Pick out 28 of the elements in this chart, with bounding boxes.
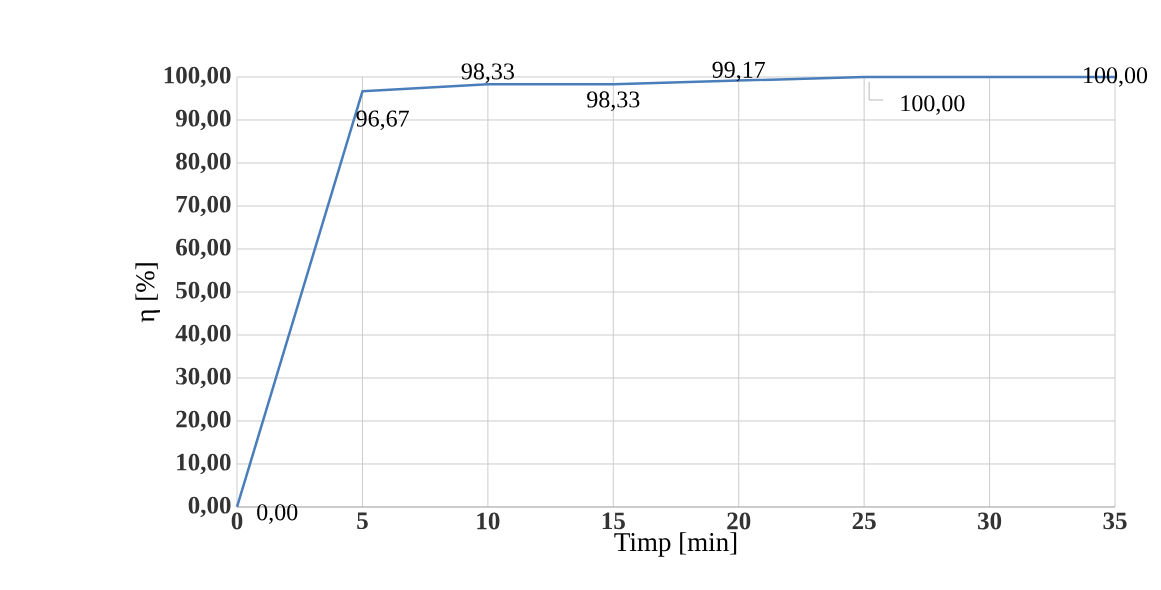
x-tick-label: 15 xyxy=(602,512,625,530)
data-label: 96,67 xyxy=(356,110,409,131)
x-axis-title: Timp [min] xyxy=(614,532,737,557)
data-label: 0,00 xyxy=(257,504,298,524)
x-tick-label: 20 xyxy=(727,512,751,530)
x-tick-label: 30 xyxy=(978,512,1002,530)
y-tick-label: 0,00 xyxy=(188,496,231,518)
y-tick-label: 20,00 xyxy=(176,410,231,432)
x-tick-label: 35 xyxy=(1103,512,1127,530)
x-tick-label: 25 xyxy=(852,512,876,530)
x-tick-label: 10 xyxy=(477,512,500,530)
data-label: 99,17 xyxy=(712,61,766,82)
y-tick-label: 100,00 xyxy=(164,66,231,88)
data-label: 98,33 xyxy=(461,63,514,83)
y-tick-label: 70,00 xyxy=(176,195,231,217)
y-tick-label: 80,00 xyxy=(176,152,231,174)
y-tick-label: 10,00 xyxy=(177,453,231,475)
y-tick-label: 50,00 xyxy=(176,281,231,303)
y-tick-label: 40,00 xyxy=(175,324,231,346)
data-label: 98,33 xyxy=(587,91,640,112)
y-tick-label: 30,00 xyxy=(176,367,231,389)
x-tick-label: 0 xyxy=(231,512,243,530)
data-label: 100,00 xyxy=(1084,67,1148,87)
data-label: 100,00 xyxy=(901,95,965,115)
y-axis-title: η [%] xyxy=(135,263,160,323)
y-tick-label: 60,00 xyxy=(176,238,231,260)
y-tick-label: 90,00 xyxy=(175,109,231,131)
x-tick-label: 5 xyxy=(357,512,368,530)
